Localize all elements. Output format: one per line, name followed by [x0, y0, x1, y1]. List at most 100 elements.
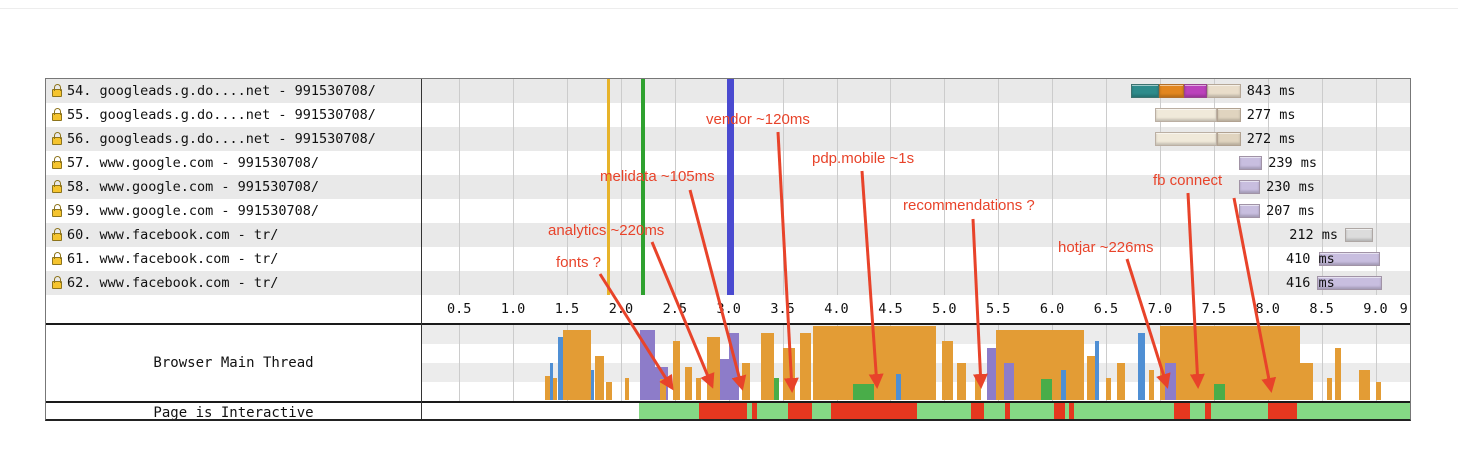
- interactive-red-segment: [1205, 403, 1211, 419]
- interactive-red-segment: [1069, 403, 1074, 419]
- event-markers: [422, 79, 1410, 295]
- main-thread-segment: [728, 333, 740, 400]
- request-time: 410 ms: [1286, 251, 1335, 267]
- request-label: 54. googleads.g.do....net - 991530708/: [52, 79, 376, 103]
- request-time: 230 ms: [1266, 179, 1315, 195]
- gridline: [1321, 325, 1323, 401]
- main-thread-segment: [1060, 370, 1067, 400]
- main-thread-segment: [545, 376, 550, 400]
- waterfall-row-bars: 272 ms: [422, 127, 1410, 151]
- request-time: 416 ms: [1286, 275, 1335, 291]
- request-url: 61. www.facebook.com - tr/: [67, 251, 279, 267]
- gridline: [513, 79, 515, 295]
- gridline: [1321, 79, 1323, 295]
- request-label: 62. www.facebook.com - tr/: [52, 271, 278, 295]
- gridline: [890, 79, 892, 295]
- waterfall-row-bars: 410 ms: [422, 247, 1410, 271]
- lock-icon: [52, 251, 62, 265]
- interactive-red-segment: [831, 403, 918, 419]
- gridline: [1267, 79, 1269, 295]
- main-thread-segment: [895, 374, 902, 400]
- main-thread-segment: [549, 363, 553, 400]
- interactive-red-segment: [698, 403, 747, 419]
- request-label: 56. googleads.g.do....net - 991530708/: [52, 127, 376, 151]
- gridline: [836, 79, 838, 295]
- main-thread-segment: [782, 348, 796, 400]
- main-thread-segment: [659, 379, 667, 400]
- label-column-divider: [421, 79, 422, 419]
- axis-tick-label: 5.5: [985, 301, 1011, 317]
- request-row[interactable]: 61. www.facebook.com - tr/410 ms: [46, 247, 1410, 271]
- main-thread-segment: [1041, 379, 1053, 400]
- main-thread-segment: [852, 383, 875, 400]
- request-url: 56. googleads.g.do....net - 991530708/: [67, 131, 376, 147]
- request-time: 277 ms: [1246, 107, 1296, 123]
- axis-tick-label: 3.5: [770, 301, 795, 317]
- request-bar-segment: [1238, 204, 1261, 218]
- interactive-red-segment: [788, 403, 812, 419]
- axis-tick-label: 7.0: [1147, 301, 1173, 317]
- request-url: 59. www.google.com - 991530708/: [67, 203, 319, 219]
- gridline: [1375, 79, 1377, 295]
- main-thread-activity: [422, 325, 1410, 401]
- main-thread-segment: [1359, 370, 1371, 400]
- annotation: vendor ~120ms: [706, 111, 810, 128]
- axis-tick-label: 1.5: [554, 301, 580, 317]
- gridline: [1106, 79, 1107, 295]
- interactive-band: Page is Interactive: [46, 401, 1410, 419]
- request-bar-segment: [1319, 252, 1380, 266]
- waterfall-row-bars: 230 ms: [422, 175, 1410, 199]
- main-thread-segment: [761, 333, 774, 400]
- axis-tick-label: 9.: [1399, 301, 1410, 317]
- main-thread-segment: [1095, 340, 1100, 400]
- axis-tick-label: 1.0: [500, 301, 526, 317]
- request-label: 59. www.google.com - 991530708/: [52, 199, 319, 223]
- annotation: fb connect: [1153, 172, 1223, 189]
- lock-icon: [52, 107, 62, 121]
- lock-icon: [52, 203, 62, 217]
- main-thread-segment: [1149, 370, 1155, 400]
- lock-icon: [52, 227, 62, 241]
- main-thread-segment: [1138, 333, 1145, 400]
- axis-tick-label: 7.5: [1201, 301, 1226, 317]
- request-bar-segment: [1183, 84, 1208, 98]
- request-row[interactable]: 57. www.google.com - 991530708/239 ms: [46, 151, 1410, 175]
- axis-tick-label: 2.5: [662, 301, 687, 317]
- start-render-marker: [640, 79, 645, 295]
- main-thread-band: Browser Main Thread: [46, 323, 1410, 401]
- axis-tick-label: 6.5: [1093, 301, 1119, 317]
- axis-tick-label: 9.0: [1363, 301, 1388, 317]
- request-bar-segment: [1238, 156, 1263, 170]
- request-label: 60. www.facebook.com - tr/: [52, 223, 278, 247]
- main-thread-segment: [625, 377, 630, 400]
- axis-tick-label: 6.0: [1039, 301, 1065, 317]
- gridline: [674, 79, 676, 295]
- main-thread-segment: [672, 340, 681, 400]
- request-url: 57. www.google.com - 991530708/: [67, 155, 319, 171]
- interactive-red-segment: [971, 403, 985, 419]
- main-thread-segment: [1375, 381, 1381, 400]
- request-bar-segment: [1217, 108, 1241, 122]
- lock-icon: [52, 131, 62, 145]
- doc-complete-marker: [727, 79, 735, 295]
- gridline: [567, 79, 568, 295]
- gridline: [998, 79, 1000, 295]
- waterfall-frame: 54. googleads.g.do....net - 991530708/84…: [45, 78, 1411, 421]
- waterfall-row-bars: 277 ms: [422, 103, 1410, 127]
- axis-tick-label: 4.5: [878, 301, 903, 317]
- interactive-red-segment: [1004, 403, 1011, 419]
- main-thread-segment: [1213, 383, 1225, 400]
- request-bar-segment: [1158, 84, 1184, 98]
- main-thread-segment: [974, 377, 981, 400]
- main-thread-segment: [562, 329, 591, 400]
- main-thread-segment: [553, 377, 558, 400]
- interactive-red-segment: [1267, 403, 1297, 419]
- request-bar-segment: [1217, 132, 1241, 146]
- main-thread-segment: [590, 370, 594, 400]
- request-bar-segment: [1130, 84, 1159, 98]
- axis-tick-label: 0.5: [446, 301, 472, 317]
- gridline: [944, 79, 946, 295]
- request-row[interactable]: 55. googleads.g.do....net - 991530708/27…: [46, 103, 1410, 127]
- lock-icon: [52, 83, 62, 97]
